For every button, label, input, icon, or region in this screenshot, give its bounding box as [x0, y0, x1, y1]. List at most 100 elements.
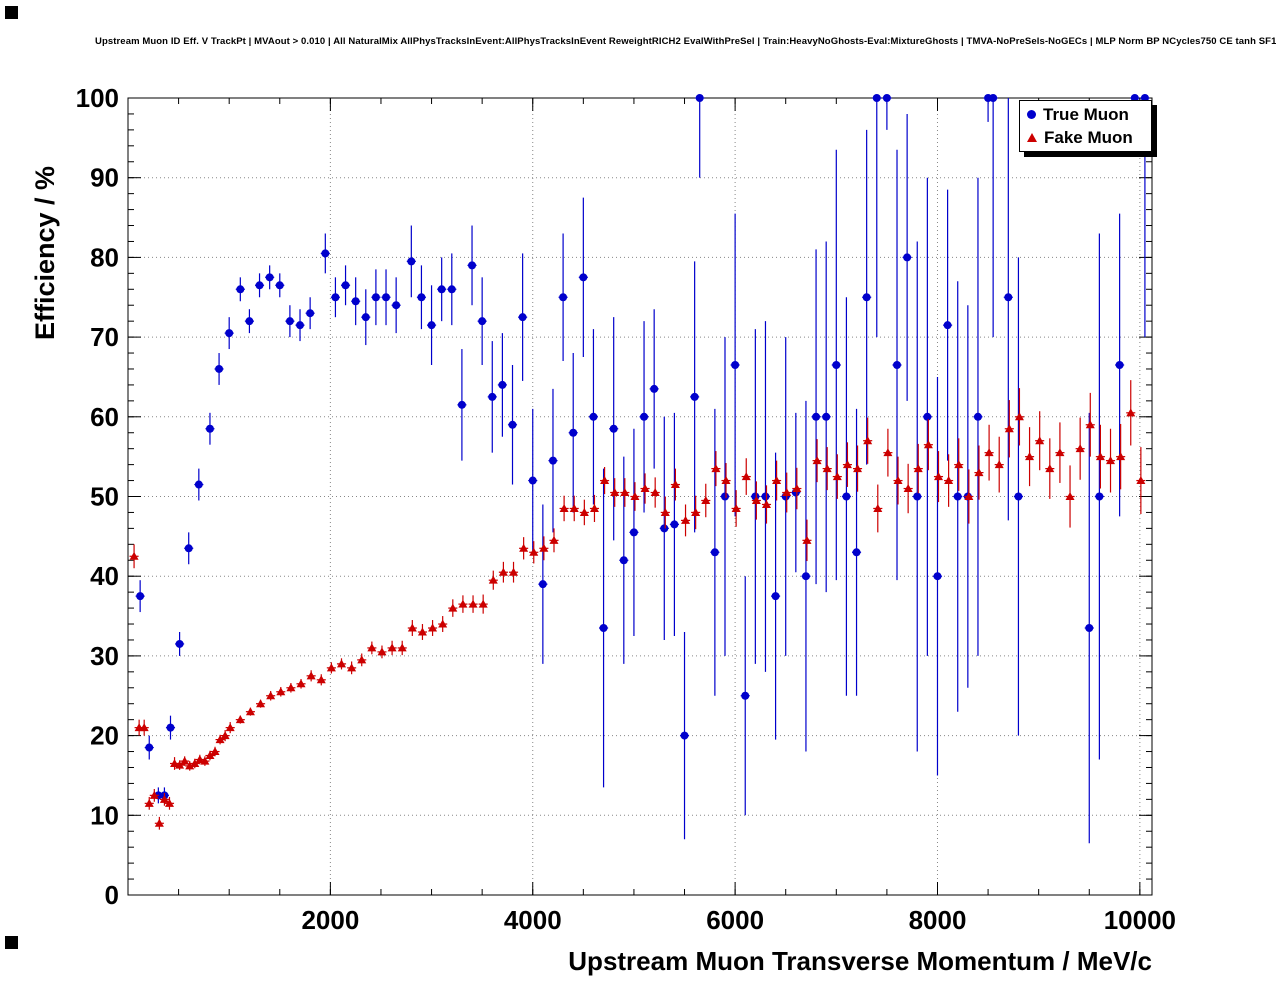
- data-point: [1065, 492, 1075, 500]
- data-point: [1045, 464, 1055, 473]
- data-point: [1035, 436, 1045, 445]
- data-point: [447, 285, 456, 294]
- data-point: [468, 599, 478, 608]
- data-point: [1055, 448, 1065, 457]
- data-point: [316, 675, 326, 684]
- data-point: [710, 548, 719, 557]
- series-true-muon: [135, 94, 1150, 844]
- data-point: [1095, 452, 1105, 461]
- data-point: [326, 663, 336, 672]
- data-point: [215, 364, 224, 373]
- data-point: [265, 273, 274, 282]
- data-point: [569, 503, 579, 512]
- data-point: [367, 643, 377, 652]
- data-point: [913, 492, 922, 501]
- data-point: [589, 503, 599, 512]
- data-point: [139, 723, 149, 732]
- data-point: [853, 464, 863, 473]
- data-point: [660, 524, 669, 533]
- data-point: [427, 321, 436, 330]
- data-point: [518, 313, 527, 322]
- data-point: [822, 464, 832, 473]
- data-point: [1085, 624, 1094, 633]
- data-point: [761, 492, 770, 501]
- y-axis-title: Efficiency / %: [30, 165, 60, 340]
- data-point: [640, 412, 649, 421]
- data-point: [337, 659, 347, 668]
- x-tick-label: 10000: [1104, 905, 1176, 935]
- data-point: [670, 520, 679, 529]
- data-point: [609, 424, 618, 433]
- data-point: [579, 273, 588, 282]
- legend-entry-fake-muon: Fake Muon: [1020, 126, 1151, 149]
- data-point: [382, 293, 391, 302]
- data-point: [266, 691, 276, 700]
- data-point: [559, 293, 568, 302]
- data-point: [175, 639, 184, 648]
- data-point: [437, 285, 446, 294]
- data-point: [872, 94, 881, 102]
- data-point: [448, 603, 458, 612]
- data-point: [538, 580, 547, 589]
- data-point: [1126, 408, 1136, 417]
- data-point: [1106, 456, 1116, 465]
- data-point: [1136, 476, 1146, 485]
- data-point: [205, 751, 215, 760]
- data-point: [397, 643, 407, 652]
- data-point: [599, 624, 608, 633]
- data-point: [387, 643, 397, 652]
- legend-label-fake-muon: Fake Muon: [1044, 127, 1133, 147]
- data-point: [166, 723, 175, 732]
- x-axis-title: Upstream Muon Transverse Momentum / MeV/…: [568, 946, 1152, 976]
- data-point: [680, 731, 689, 740]
- y-tick-label: 10: [90, 800, 119, 830]
- data-point: [220, 731, 230, 740]
- data-point: [548, 456, 557, 465]
- data-point: [984, 448, 994, 457]
- data-point: [964, 492, 974, 500]
- data-point: [159, 794, 169, 803]
- data-point: [600, 476, 610, 485]
- data-point: [771, 592, 780, 601]
- data-point: [392, 301, 401, 310]
- data-point: [417, 293, 426, 302]
- data-point: [852, 548, 861, 557]
- data-point: [184, 544, 193, 553]
- y-tick-label: 70: [90, 322, 119, 352]
- data-point: [620, 488, 630, 497]
- data-point: [225, 723, 235, 732]
- data-point: [175, 760, 185, 769]
- y-tick-label: 90: [90, 163, 119, 193]
- data-point: [954, 460, 964, 469]
- data-point: [842, 460, 852, 469]
- y-tick-label: 50: [90, 482, 119, 512]
- data-point: [478, 317, 487, 326]
- data-point: [923, 412, 932, 421]
- data-point: [371, 293, 380, 302]
- data-point: [640, 484, 650, 493]
- y-tick-label: 60: [90, 402, 119, 432]
- data-point: [660, 507, 670, 516]
- data-point: [341, 281, 350, 290]
- data-point: [792, 484, 802, 493]
- data-point: [701, 495, 711, 504]
- data-point: [498, 567, 508, 576]
- data-point: [1014, 412, 1024, 421]
- data-point: [407, 623, 417, 632]
- x-tick-label: 6000: [706, 905, 764, 935]
- data-point: [377, 647, 387, 656]
- y-tick-label: 30: [90, 641, 119, 671]
- data-point: [801, 572, 810, 581]
- data-point: [863, 436, 873, 445]
- data-point: [286, 683, 296, 692]
- data-point: [549, 535, 559, 544]
- data-point: [751, 495, 761, 504]
- data-point: [458, 599, 468, 608]
- data-point: [873, 503, 883, 512]
- data-point: [129, 551, 139, 560]
- data-point: [1115, 360, 1124, 369]
- plot-title: Upstream Muon ID Eff. V TrackPt | MVAout…: [95, 36, 1276, 47]
- data-point: [306, 671, 316, 680]
- legend-entry-true-muon: True Muon: [1020, 103, 1151, 126]
- data-point: [862, 293, 871, 302]
